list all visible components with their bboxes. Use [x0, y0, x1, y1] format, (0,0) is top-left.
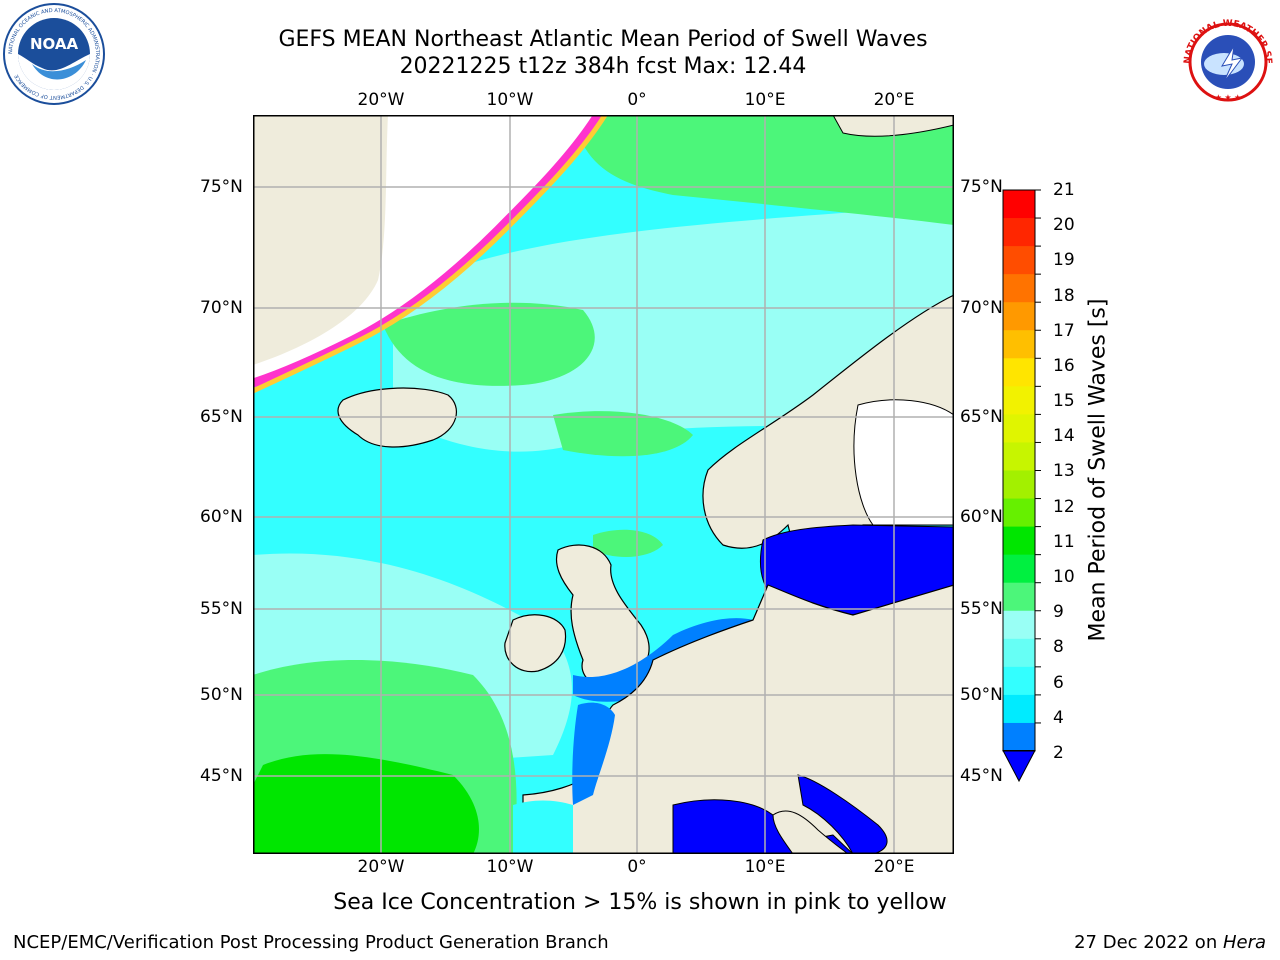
colorbar-tick: 9 — [1053, 602, 1064, 622]
land-finland-white — [853, 399, 954, 526]
colorbar-segment — [1003, 610, 1035, 640]
land-italy — [772, 810, 849, 854]
graticule — [253, 115, 954, 854]
lat-label-left: 60°N — [200, 507, 243, 527]
colorbar-segment — [1003, 470, 1035, 500]
colorbar-tick: 12 — [1053, 497, 1075, 517]
land-continental-europe — [522, 584, 954, 854]
ocean-green-patch-norway — [593, 529, 663, 557]
bay-of-biscay — [572, 702, 615, 805]
adriatic-sea — [797, 774, 888, 854]
lat-label-left: 45°N — [200, 766, 243, 786]
colorbar-segment — [1003, 554, 1035, 584]
footer-date-text: 27 Dec 2022 on — [1074, 932, 1223, 953]
colorbar-tick: 14 — [1053, 426, 1075, 446]
lon-label-top: 20°E — [873, 90, 915, 110]
colorbar-tick: 20 — [1053, 215, 1075, 235]
chart-subtitle-forecast: 20221225 t12z 384h fcst Max: 12.44 — [399, 54, 807, 79]
footer-host: Hera — [1222, 932, 1266, 953]
sea-ice-note: Sea Ice Concentration > 15% is shown in … — [333, 890, 947, 915]
national-weather-service-logo-icon: NATIONAL WEATHER SERVICE ★ ★ ★ — [1176, 16, 1273, 102]
colorbar-tick: 16 — [1053, 356, 1075, 376]
colorbar-segment — [1003, 638, 1035, 668]
lat-label-left: 65°N — [200, 407, 243, 427]
lon-label-top: 20°W — [357, 90, 405, 110]
lat-label-left: 70°N — [200, 298, 243, 318]
lat-label-right: 70°N — [960, 298, 1003, 318]
svg-text:★ ★ ★: ★ ★ ★ — [1215, 93, 1242, 102]
lat-label-left: 75°N — [200, 177, 243, 197]
ocean-green-core — [253, 754, 479, 854]
svg-text:NOAA: NOAA — [30, 35, 79, 53]
lat-label-left: 55°N — [200, 599, 243, 619]
colorbar-tick: 6 — [1053, 673, 1064, 693]
colorbar-segment — [1003, 694, 1035, 724]
colorbar-segment — [1003, 386, 1035, 415]
sea-ice-edge-yellow — [253, 115, 608, 394]
colorbar-tick: 19 — [1053, 250, 1075, 270]
colorbar-tick: 13 — [1053, 461, 1075, 481]
colorbar-segment — [1003, 442, 1035, 471]
colorbar-extend-arrow — [1002, 750, 1036, 783]
iberia-coast-ocean — [513, 800, 573, 854]
colorbar-segment — [1003, 666, 1035, 696]
colorbar-tick: 17 — [1053, 321, 1075, 341]
colorbar-segment — [1003, 498, 1035, 528]
lon-label-bottom: 20°E — [873, 857, 915, 877]
colorbar-tick: 15 — [1053, 391, 1075, 411]
map-panel — [253, 115, 954, 854]
chart-title: GEFS MEAN Northeast Atlantic Mean Period… — [278, 27, 928, 52]
lon-label-bottom: 20°W — [357, 857, 405, 877]
colorbar-segment — [1003, 414, 1035, 443]
ocean-green-mid-patch — [553, 411, 693, 457]
colorbar-tick: 21 — [1053, 180, 1075, 200]
colorbar-segment — [1003, 274, 1035, 303]
lon-label-top: 10°W — [486, 90, 534, 110]
ocean-green-northeast — [573, 115, 954, 225]
colorbar-tick: 18 — [1053, 286, 1075, 306]
colorbar-label: Mean Period of Swell Waves [s] — [1085, 298, 1111, 642]
ocean-green-mid — [383, 302, 595, 386]
lat-label-right: 55°N — [960, 599, 1003, 619]
colorbar-tick: 2 — [1053, 743, 1064, 763]
lon-label-bottom: 0° — [627, 857, 647, 877]
colorbar-tick: 8 — [1053, 637, 1064, 657]
lat-label-right: 50°N — [960, 685, 1003, 705]
lat-label-left: 50°N — [200, 685, 243, 705]
colorbar-tick: 4 — [1053, 708, 1064, 728]
noaa-logo-icon: NOAA NATIONAL OCEANIC AND ATMOSPHERIC AD… — [3, 3, 105, 105]
lat-label-right: 60°N — [960, 507, 1003, 527]
lat-label-right: 75°N — [960, 177, 1003, 197]
colorbar-segment — [1003, 358, 1035, 387]
lon-label-bottom: 10°W — [486, 857, 534, 877]
lat-label-right: 65°N — [960, 407, 1003, 427]
colorbar-tick: 11 — [1053, 532, 1075, 552]
sea-ice-region — [253, 115, 598, 383]
colorbar — [1002, 189, 1041, 783]
lon-label-top: 10°E — [744, 90, 786, 110]
lon-label-top: 0° — [627, 90, 647, 110]
footer-date: 27 Dec 2022 on Hera — [1074, 932, 1266, 953]
ocean-light-band-north — [393, 205, 954, 452]
colorbar-segment — [1003, 722, 1035, 752]
colorbar-segment — [1003, 330, 1035, 359]
lat-label-right: 45°N — [960, 766, 1003, 786]
footer-producer: NCEP/EMC/Verification Post Processing Pr… — [13, 932, 609, 953]
colorbar-segment — [1003, 302, 1035, 331]
colorbar-tick: 10 — [1053, 567, 1075, 587]
colorbar-segment — [1003, 218, 1035, 247]
colorbar-segment — [1003, 526, 1035, 556]
colorbar-segment — [1003, 190, 1035, 219]
lon-label-bottom: 10°E — [744, 857, 786, 877]
sea-ice-edge — [253, 115, 602, 388]
colorbar-segment — [1003, 246, 1035, 275]
colorbar-segment — [1003, 582, 1035, 612]
